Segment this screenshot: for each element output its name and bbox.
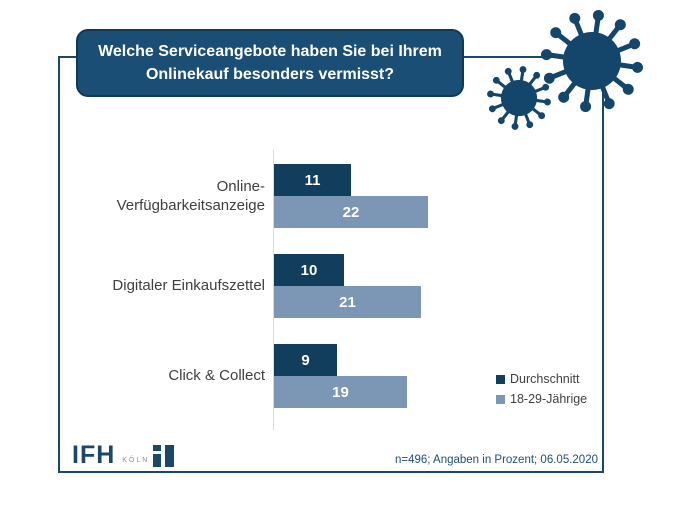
bar-value-label: 11	[304, 171, 321, 189]
legend-label: Durchschnitt	[510, 372, 580, 386]
chart-axis-line	[273, 150, 274, 430]
logo-city-text: KÖLN	[122, 456, 150, 464]
legend-item: Durchschnitt	[496, 369, 587, 389]
bar-durchschnitt: 9	[274, 344, 337, 376]
bar-durchschnitt: 10	[274, 254, 344, 286]
bar-value-label: 10	[300, 261, 318, 279]
legend-swatch-durchschnitt	[496, 374, 505, 384]
chart-legend: Durchschnitt 18-29-Jährige	[496, 369, 587, 409]
category-label: Digitaler Einkaufszettel	[112, 277, 265, 295]
bar-durchschnitt: 11	[274, 164, 351, 196]
logo-brand-text: IFH	[72, 441, 116, 469]
bar-18-29-jaehrige: 21	[274, 286, 421, 318]
bar-18-29-jaehrige: 19	[274, 376, 407, 408]
legend-item: 18-29-Jährige	[496, 389, 587, 409]
bar-value-label: 19	[332, 383, 349, 401]
chart-title-text: Welche Serviceangebote haben Sie bei Ihr…	[98, 42, 442, 83]
chart-title: Welche Serviceangebote haben Sie bei Ihr…	[76, 29, 464, 97]
source-note: n=496; Angaben in Prozent; 06.05.2020	[394, 454, 598, 466]
legend-swatch-18-29	[496, 394, 505, 404]
coronavirus-icon	[485, 64, 553, 132]
legend-label: 18-29-Jährige	[510, 392, 588, 406]
bar-value-label: 21	[339, 293, 356, 311]
bar-value-label: 22	[342, 203, 360, 221]
category-label: Click & Collect	[168, 367, 265, 385]
category-label: Online-Verfügbarkeitsanzeige	[116, 177, 265, 215]
bar-value-label: 9	[301, 351, 310, 369]
ifh-koeln-logo: IFH KÖLN	[72, 441, 175, 469]
bar-18-29-jaehrige: 22	[274, 196, 428, 228]
ifh-logo-mark-icon	[153, 444, 175, 467]
